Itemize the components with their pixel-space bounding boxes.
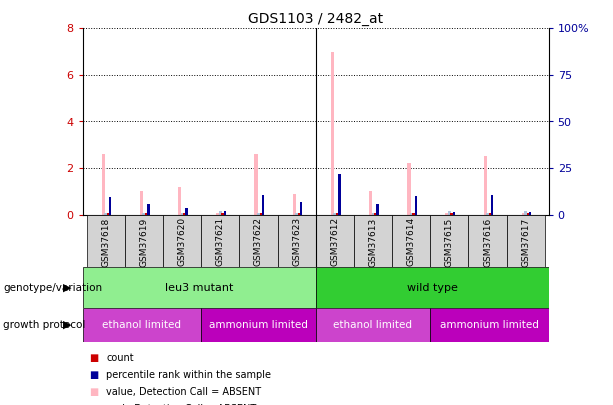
Text: GSM37619: GSM37619	[139, 217, 148, 266]
Text: GSM37620: GSM37620	[178, 217, 186, 266]
Bar	[145, 213, 147, 215]
Bar	[183, 213, 186, 215]
Bar	[489, 213, 491, 215]
Bar	[125, 215, 163, 267]
Bar	[527, 213, 529, 215]
Bar	[181, 213, 183, 215]
Bar	[376, 204, 379, 215]
Text: GSM37613: GSM37613	[368, 217, 378, 266]
Bar	[338, 174, 340, 215]
Bar	[104, 213, 107, 215]
Bar	[142, 213, 145, 215]
Bar	[292, 194, 296, 215]
Bar	[224, 211, 226, 215]
Bar	[430, 308, 549, 342]
Text: GSM37623: GSM37623	[292, 217, 301, 266]
Text: count: count	[106, 354, 134, 363]
Bar	[219, 211, 222, 215]
Text: GSM37621: GSM37621	[216, 217, 225, 266]
Bar	[278, 215, 316, 267]
Text: growth protocol: growth protocol	[3, 320, 85, 330]
Bar	[430, 215, 468, 267]
Text: GSM37617: GSM37617	[521, 217, 530, 266]
Bar	[262, 195, 264, 215]
Bar	[413, 213, 414, 215]
Text: ethanol limited: ethanol limited	[102, 320, 181, 330]
Bar	[163, 215, 201, 267]
Bar	[259, 213, 262, 215]
Bar	[107, 213, 109, 215]
Bar	[178, 187, 181, 215]
Bar	[109, 197, 112, 215]
Bar	[257, 213, 260, 215]
Bar	[529, 212, 531, 215]
Bar	[484, 156, 487, 215]
Text: ■: ■	[89, 371, 98, 380]
Bar	[186, 208, 188, 215]
Bar	[331, 51, 334, 215]
Text: GSM37612: GSM37612	[330, 217, 339, 266]
Bar	[374, 213, 376, 215]
Bar	[333, 213, 336, 215]
Bar	[336, 213, 338, 215]
Bar	[86, 215, 125, 267]
Bar	[453, 212, 455, 215]
Bar	[140, 192, 143, 215]
Bar	[201, 308, 316, 342]
Bar	[102, 154, 105, 215]
Text: ethanol limited: ethanol limited	[333, 320, 413, 330]
Text: GSM37622: GSM37622	[254, 217, 263, 266]
Bar	[414, 196, 417, 215]
Bar	[491, 195, 493, 215]
Text: ▶: ▶	[63, 320, 72, 330]
Bar	[409, 213, 413, 215]
Text: ■: ■	[89, 388, 98, 397]
Bar	[316, 215, 354, 267]
Text: ammonium limited: ammonium limited	[440, 320, 539, 330]
Bar	[407, 163, 411, 215]
Text: GSM37618: GSM37618	[101, 217, 110, 266]
Text: GSM37616: GSM37616	[483, 217, 492, 266]
Text: GSM37614: GSM37614	[406, 217, 416, 266]
Text: ▶: ▶	[63, 283, 72, 292]
Bar	[83, 267, 316, 308]
Title: GDS1103 / 2482_at: GDS1103 / 2482_at	[248, 12, 383, 26]
Bar	[468, 215, 506, 267]
Bar	[201, 215, 239, 267]
Text: ■: ■	[89, 354, 98, 363]
Bar	[239, 215, 278, 267]
Text: wild type: wild type	[407, 283, 457, 292]
Bar	[369, 192, 373, 215]
Bar	[300, 202, 302, 215]
Bar	[524, 211, 527, 215]
Bar	[83, 308, 201, 342]
Bar	[298, 213, 300, 215]
Bar	[216, 213, 219, 215]
Text: leu3 mutant: leu3 mutant	[165, 283, 234, 292]
Bar	[506, 215, 545, 267]
Bar	[221, 213, 224, 215]
Bar	[254, 154, 258, 215]
Bar	[316, 267, 549, 308]
Bar	[451, 213, 453, 215]
Bar	[295, 213, 298, 215]
Bar	[354, 215, 392, 267]
Bar	[392, 215, 430, 267]
Text: percentile rank within the sample: percentile rank within the sample	[106, 371, 271, 380]
Bar	[316, 308, 430, 342]
Bar	[522, 213, 525, 215]
Text: value, Detection Call = ABSENT: value, Detection Call = ABSENT	[106, 388, 261, 397]
Text: ammonium limited: ammonium limited	[209, 320, 308, 330]
Bar	[486, 213, 489, 215]
Bar	[445, 213, 449, 215]
Text: genotype/variation: genotype/variation	[3, 283, 102, 292]
Bar	[448, 211, 451, 215]
Bar	[371, 213, 375, 215]
Text: GSM37615: GSM37615	[445, 217, 454, 266]
Bar	[147, 204, 150, 215]
